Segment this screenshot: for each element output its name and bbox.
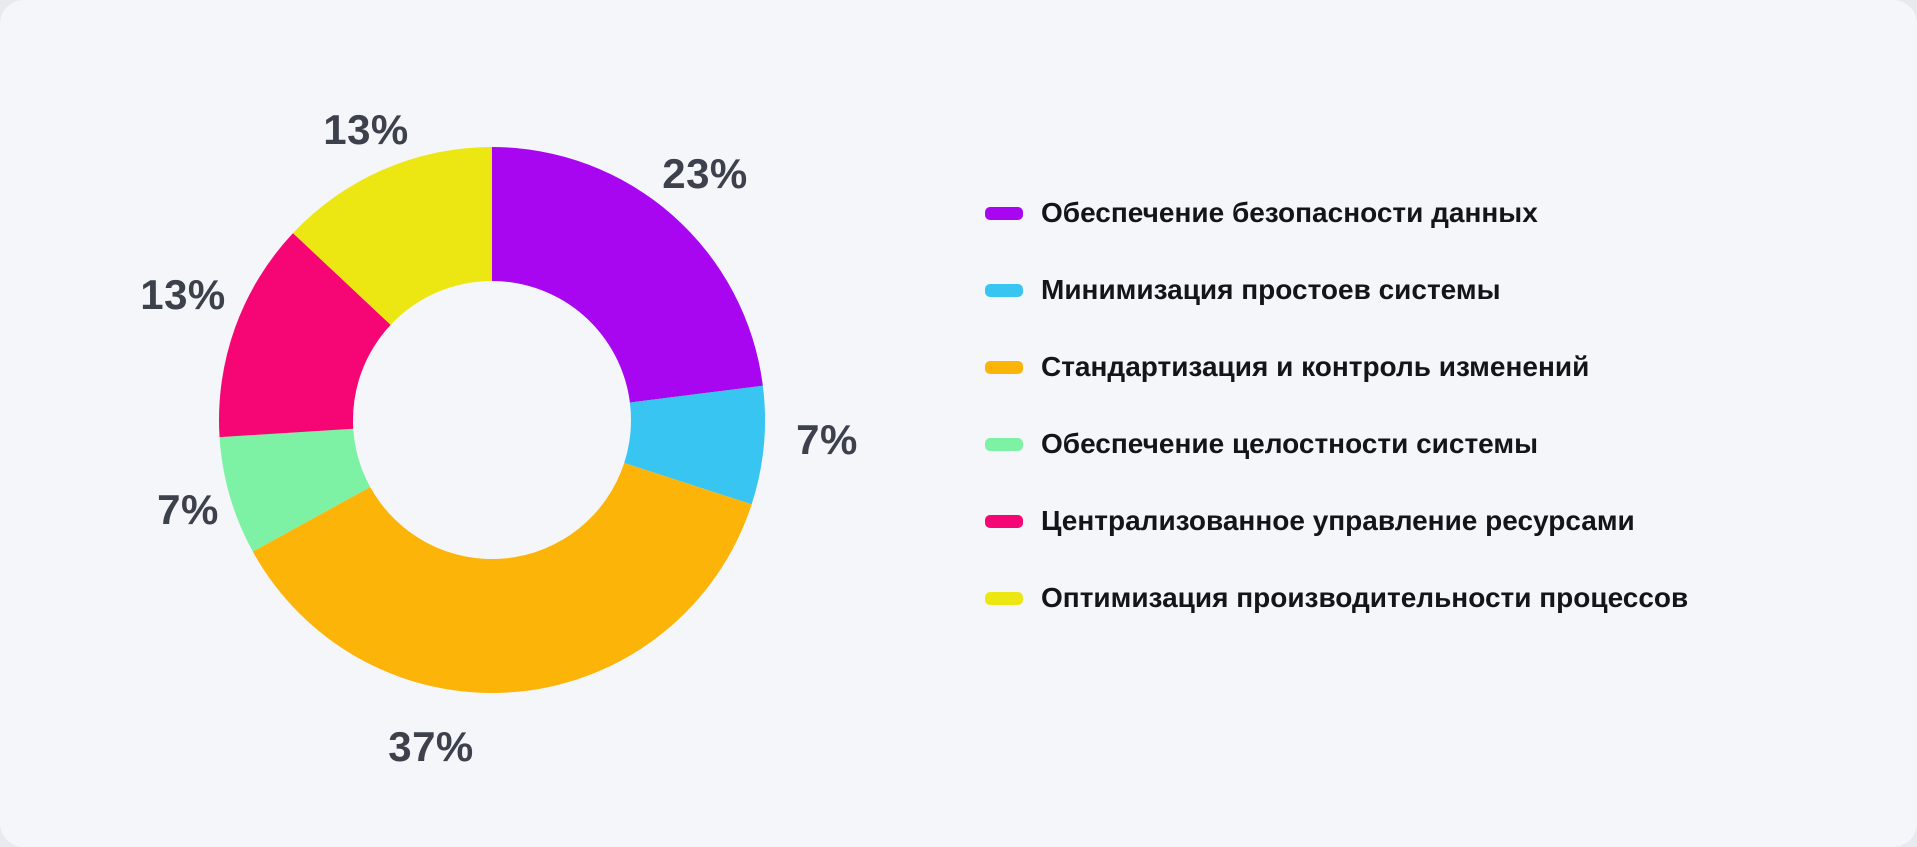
legend-item-2: Минимизация простоев системы: [985, 274, 1688, 305]
percent-label-3: 37%: [388, 723, 474, 770]
percent-label-4: 7%: [157, 486, 219, 533]
legend-item-3: Стандартизация и контроль изменений: [985, 351, 1688, 382]
percent-label-5: 13%: [140, 271, 226, 318]
legend-item-6: Оптимизация производительности процессов: [985, 582, 1689, 613]
legend-item-1: Обеспечение безопасности данных: [985, 197, 1688, 228]
legend-item-5: Централизованное управление ресурсами: [985, 505, 1688, 536]
legend-label-1: Обеспечение безопасности данных: [1041, 197, 1538, 228]
legend-swatch-2: [985, 283, 1023, 297]
legend-label-3: Стандартизация и контроль изменений: [1041, 351, 1590, 382]
percent-label-2: 7%: [796, 416, 858, 463]
legend-label-4: Обеспечение целостности системы: [1041, 428, 1538, 459]
legend-label-5: Централизованное управление ресурсами: [1041, 505, 1635, 536]
legend-swatch-4: [985, 437, 1023, 451]
legend-label-2: Минимизация простоев системы: [1041, 274, 1501, 305]
percent-label-6: 13%: [323, 106, 409, 153]
donut-segment-6: [292, 147, 492, 325]
donut-segment-5: [219, 233, 391, 438]
donut-segment-4: [219, 428, 371, 552]
donut-segment-2: [624, 385, 766, 505]
legend: Обеспечение безопасности данных Минимиза…: [985, 197, 1689, 661]
percent-label-1: 23%: [662, 150, 748, 197]
legend-swatch-3: [985, 360, 1023, 374]
donut-segment-3: [252, 462, 752, 694]
donut-segment-1: [492, 147, 763, 403]
legend-swatch-6: [985, 591, 1023, 605]
legend-label-6: Оптимизация производительности процессов: [1041, 582, 1689, 613]
legend-swatch-1: [985, 206, 1023, 220]
legend-swatch-5: [985, 514, 1023, 528]
legend-item-4: Обеспечение целостности системы: [985, 428, 1688, 459]
